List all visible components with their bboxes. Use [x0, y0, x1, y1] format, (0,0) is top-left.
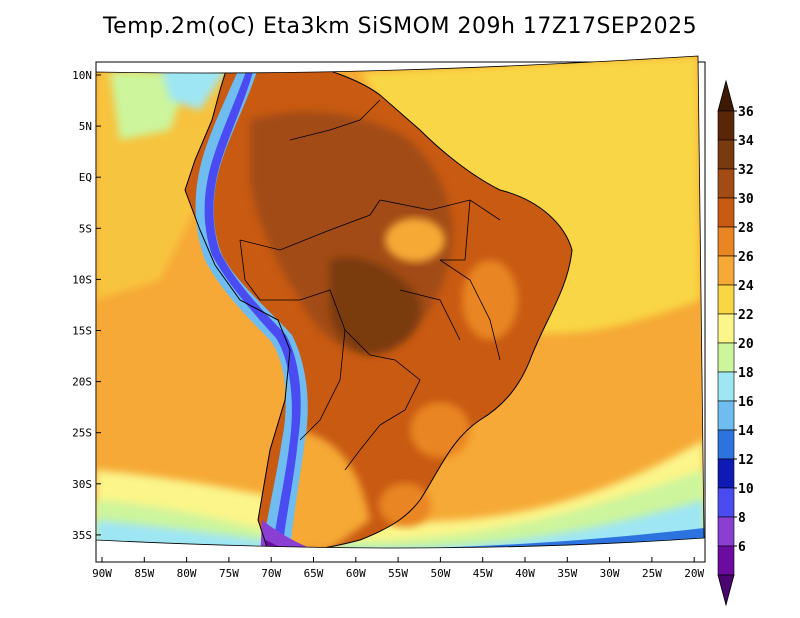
- colorbar-label: 22: [738, 308, 754, 323]
- colorbar-segment: [717, 545, 735, 576]
- colorbar-top-arrow: [717, 79, 735, 112]
- lat-label: 5N: [79, 120, 92, 133]
- map-title: Temp.2m(oC) Eta3km SiSMOM 209h 17Z17SEP2…: [102, 14, 698, 39]
- colorbar-label: 30: [738, 192, 754, 207]
- colorbar-segment: [717, 255, 735, 286]
- lat-label: 10N: [72, 69, 92, 82]
- lat-label: 10S: [72, 273, 92, 286]
- colorbar-segment: [717, 168, 735, 199]
- colorbar-label: 18: [738, 366, 754, 381]
- colorbar-label: 24: [738, 279, 754, 294]
- colorbar-label: 32: [738, 163, 754, 178]
- colorbar-label: 16: [738, 395, 754, 410]
- colorbar-label: 8: [738, 511, 746, 526]
- lon-label: 80W: [177, 567, 197, 580]
- colorbar-label: 14: [738, 424, 754, 439]
- country-borders: [239, 99, 501, 471]
- colorbar-segment: [717, 197, 735, 228]
- longitude-axis: 90W 85W 80W 75W 70W 65W 60W 55W 50W 45W 40W 35W 30W 2…: [92, 557, 705, 580]
- colorbar: 36 34 32 30 28 26 24 22 20 18 16 14 12 10 8 6: [717, 79, 754, 607]
- colorbar-label: 26: [738, 250, 754, 265]
- warm-patch-south: [379, 483, 431, 527]
- colorbar-segment: [717, 110, 735, 141]
- colorbar-label: 20: [738, 337, 754, 352]
- lat-label: 5S: [79, 222, 92, 235]
- lat-label: 30S: [72, 478, 92, 491]
- hot-core-center: [329, 257, 421, 355]
- colorbar-segment: [717, 458, 735, 489]
- colorbar-label: 28: [738, 221, 754, 236]
- colorbar-label: 34: [738, 134, 754, 149]
- colorbar-segment: [717, 284, 735, 315]
- warm-patch-southeast: [410, 402, 470, 458]
- southern-cone-warm: [280, 430, 370, 548]
- colorbar-segment: [717, 226, 735, 257]
- colorbar-segment: [717, 371, 735, 402]
- warm-patch-central: [385, 218, 445, 262]
- colorbar-bottom-arrow: [717, 574, 735, 607]
- colorbar-label: 6: [738, 540, 746, 555]
- colorbar-segment: [717, 487, 735, 518]
- lon-label: 65W: [304, 567, 324, 580]
- temperature-field: [96, 56, 704, 548]
- colorbar-label: 36: [738, 105, 754, 120]
- warm-ocean-band: [360, 56, 700, 334]
- domain-outline: [95, 55, 705, 549]
- lon-label: 55W: [388, 567, 408, 580]
- lon-label: 60W: [346, 567, 366, 580]
- lat-label: 35S: [72, 529, 92, 542]
- patagonia-cold-patch: [260, 520, 312, 548]
- lon-label: 25W: [642, 567, 662, 580]
- colorbar-segment: [717, 342, 735, 373]
- latitude-axis: 10N 5N EQ 5S 10S 15S 20S 25S 30S 35S: [72, 69, 101, 542]
- warm-patch-east: [462, 260, 518, 340]
- lon-label: 70W: [261, 567, 281, 580]
- lon-label: 40W: [515, 567, 535, 580]
- lon-label: 90W: [92, 567, 112, 580]
- pacific-cold-patch: [160, 64, 230, 110]
- lat-label: EQ: [79, 171, 92, 184]
- colorbar-segment: [717, 429, 735, 460]
- andes-cold-band: [195, 66, 308, 548]
- colorbar-label: 12: [738, 453, 754, 468]
- colorbar-segment: [717, 516, 735, 547]
- colorbar-label: 10: [738, 482, 754, 497]
- lon-label: 20W: [684, 567, 704, 580]
- lon-label: 75W: [219, 567, 239, 580]
- andes-colder-band: [204, 66, 301, 548]
- colorbar-segment: [717, 313, 735, 344]
- lon-label: 45W: [473, 567, 493, 580]
- lon-label: 35W: [557, 567, 577, 580]
- lon-label: 30W: [600, 567, 620, 580]
- lon-label: 85W: [134, 567, 154, 580]
- lon-label: 50W: [430, 567, 450, 580]
- colorbar-segment: [717, 139, 735, 170]
- lat-label: 20S: [72, 376, 92, 389]
- patagonia-coldest-patch: [264, 540, 300, 548]
- colorbar-segment: [717, 400, 735, 431]
- lat-label: 25S: [72, 427, 92, 440]
- lat-label: 15S: [72, 325, 92, 338]
- coastline: [184, 61, 573, 548]
